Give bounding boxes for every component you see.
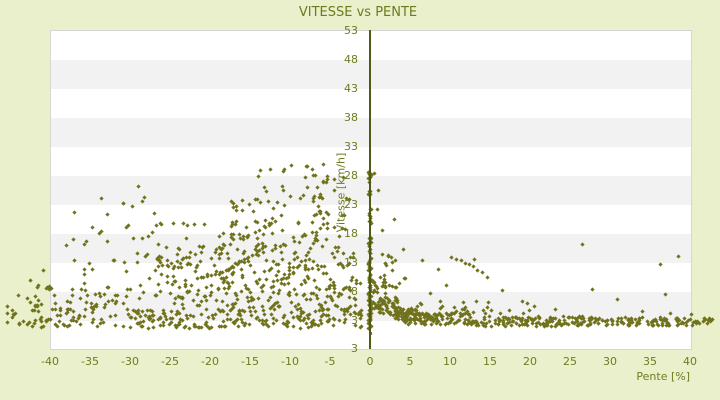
data-point	[241, 248, 247, 254]
y-axis-end-label: 3	[351, 342, 358, 355]
data-point	[374, 289, 380, 295]
x-tick-label: 40	[683, 355, 697, 368]
x-tick-label: 35	[643, 355, 657, 368]
data-point	[512, 314, 518, 320]
data-point	[69, 292, 75, 298]
data-point	[704, 321, 710, 326]
x-tick-label: 25	[563, 355, 577, 368]
data-point	[32, 294, 38, 299]
data-point	[36, 309, 41, 314]
data-point	[25, 296, 30, 301]
x-tick-label: -30	[121, 355, 139, 368]
data-point	[4, 311, 10, 316]
x-tick-label: 0	[366, 355, 374, 368]
data-point	[157, 322, 163, 328]
data-point	[34, 285, 40, 290]
x-tick-label: 30	[603, 355, 617, 368]
y-tick-label: 38	[344, 110, 358, 124]
data-point	[35, 298, 41, 303]
data-point	[195, 287, 201, 293]
data-point	[321, 263, 327, 269]
data-point	[417, 300, 423, 306]
x-tick-label: -25	[161, 355, 179, 368]
x-tick-label: -20	[201, 355, 219, 368]
x-tick-label: 5	[406, 355, 414, 368]
y-tick-label: 13	[344, 255, 358, 269]
data-point	[302, 174, 308, 180]
y-tick-label: 53	[344, 23, 358, 37]
x-tick-label: -35	[81, 355, 99, 368]
x-tick-label: 10	[443, 355, 457, 368]
y-tick-label: 18	[344, 226, 358, 240]
y-tick-label: 43	[344, 81, 358, 95]
x-tick-label: 15	[483, 355, 497, 368]
data-point	[25, 322, 30, 327]
x-tick-label: -10	[281, 355, 299, 368]
data-point	[272, 218, 278, 224]
y-tick-label: 48	[344, 52, 358, 66]
x-tick-label: 20	[523, 355, 537, 368]
data-point	[232, 221, 238, 227]
y-tick-label: 23	[344, 197, 358, 211]
y-tick-label: 28	[344, 168, 358, 182]
data-point	[139, 235, 145, 241]
data-point	[302, 257, 308, 263]
chart-title: VITESSE vs PENTE	[298, 5, 418, 20]
data-point	[689, 312, 694, 317]
data-point	[317, 317, 323, 323]
data-point	[709, 316, 715, 322]
y-axis-line	[369, 30, 371, 349]
data-point	[41, 268, 46, 273]
data-point	[219, 298, 225, 304]
y-axis-title: Vitesse [km/h]	[334, 152, 348, 233]
data-point	[5, 320, 11, 325]
y-tick-label: 33	[344, 139, 358, 153]
data-point	[692, 318, 698, 324]
data-point	[27, 299, 33, 305]
x-tick-label: -15	[241, 355, 259, 368]
y-tick-label: 8	[351, 284, 358, 298]
data-point	[5, 303, 10, 309]
data-point	[29, 324, 35, 329]
data-point	[27, 278, 33, 283]
data-point	[15, 293, 21, 298]
x-axis-title: Pente [%]	[636, 370, 690, 383]
y-tick-label: 3	[351, 313, 358, 327]
x-tick-label: -40	[41, 355, 59, 368]
data-point	[76, 313, 82, 319]
x-tick-label: -5	[324, 355, 336, 368]
